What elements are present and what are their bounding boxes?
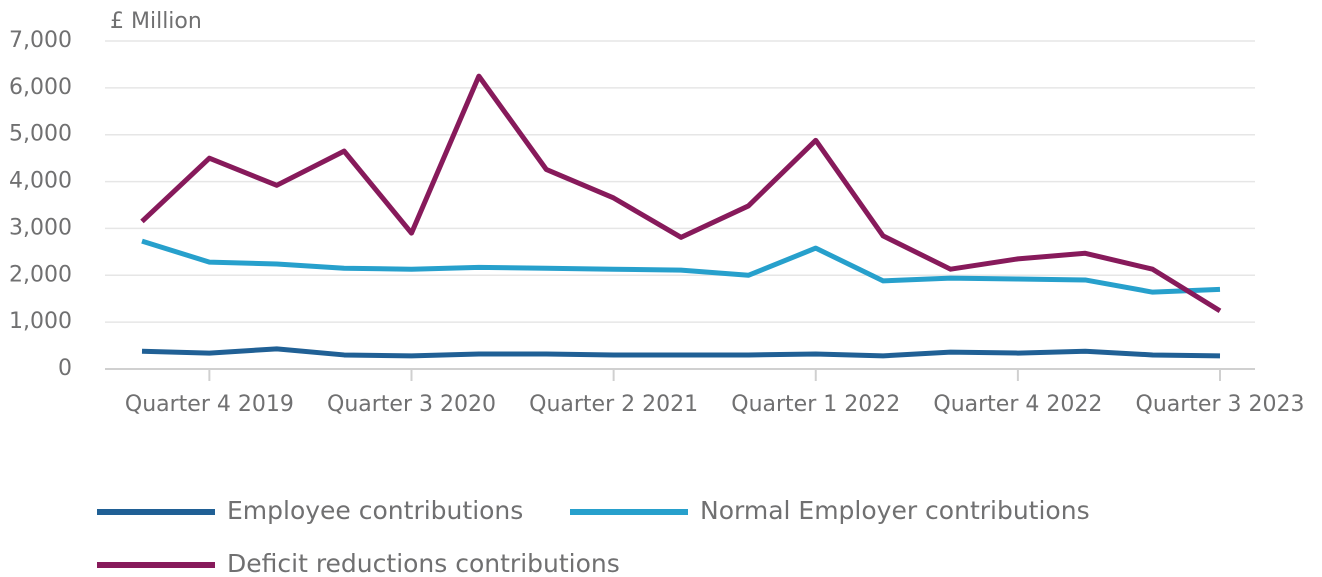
legend-label: Normal Employer contributions bbox=[700, 496, 1090, 525]
legend-label: Deficit reductions contributions bbox=[227, 549, 620, 577]
y-tick-label: 2,000 bbox=[9, 262, 72, 287]
x-tick-label: Quarter 4 2022 bbox=[933, 392, 1102, 417]
x-tick-label: Quarter 4 2019 bbox=[125, 392, 294, 417]
y-tick-label: 0 bbox=[58, 356, 72, 381]
line bbox=[141, 238, 1221, 295]
x-tick-label: Quarter 2 2021 bbox=[529, 392, 698, 417]
x-tick-label: Quarter 3 2020 bbox=[327, 392, 496, 417]
legend-label: Employee contributions bbox=[227, 496, 523, 525]
y-tick-label: 4,000 bbox=[9, 169, 72, 194]
x-tick-label: Quarter 1 2022 bbox=[731, 392, 900, 417]
y-tick-label: 5,000 bbox=[9, 122, 72, 147]
line bbox=[141, 346, 1221, 359]
y-tick-label: 3,000 bbox=[9, 215, 72, 240]
line bbox=[140, 73, 1222, 314]
y-tick-label: 7,000 bbox=[9, 28, 72, 53]
y-axis-label: £ Million bbox=[110, 9, 202, 34]
y-tick-label: 1,000 bbox=[9, 309, 72, 334]
y-tick-label: 6,000 bbox=[9, 75, 72, 100]
x-tick-label: Quarter 3 2023 bbox=[1136, 392, 1305, 417]
